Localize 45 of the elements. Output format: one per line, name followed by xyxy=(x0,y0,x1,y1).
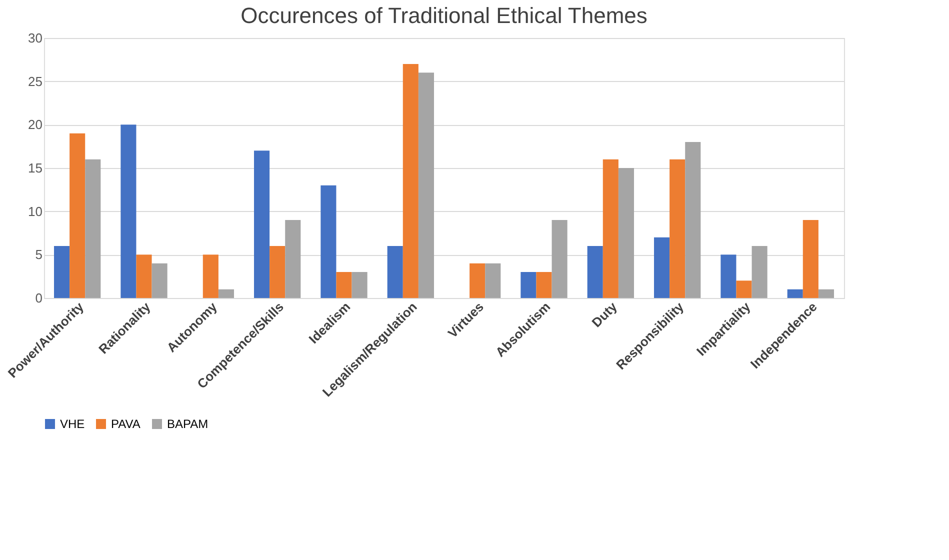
bar xyxy=(602,159,618,298)
bar xyxy=(320,185,336,298)
bar xyxy=(536,272,552,298)
bar xyxy=(654,237,670,298)
bar xyxy=(54,246,70,298)
bar xyxy=(520,272,536,298)
bar xyxy=(254,150,270,298)
bar xyxy=(85,159,101,298)
bar xyxy=(802,220,818,298)
y-tick-label: 0 xyxy=(35,290,42,306)
bar xyxy=(552,220,568,298)
bar xyxy=(485,263,501,298)
y-tick-label: 25 xyxy=(28,74,42,89)
bar xyxy=(818,289,834,298)
chart-title: Occurences of Traditional Ethical Themes xyxy=(240,3,648,28)
bar xyxy=(336,272,352,298)
y-tick-label: 20 xyxy=(28,117,42,132)
bar xyxy=(402,64,418,298)
legend-label: VHE xyxy=(60,417,85,431)
bar xyxy=(285,220,301,298)
bar xyxy=(70,133,86,298)
legend-label: PAVA xyxy=(111,417,140,431)
bar xyxy=(618,168,634,298)
bar xyxy=(670,159,686,298)
bar xyxy=(352,272,368,298)
bar xyxy=(470,263,486,298)
bar xyxy=(787,289,803,298)
bar xyxy=(152,263,168,298)
bar xyxy=(120,124,136,298)
bar xyxy=(720,254,736,298)
legend-label: BAPAM xyxy=(167,417,208,431)
bar xyxy=(736,280,752,298)
y-tick-label: 5 xyxy=(35,247,42,262)
bar xyxy=(270,246,286,298)
bar xyxy=(136,254,152,298)
y-tick-label: 10 xyxy=(28,204,42,219)
bar xyxy=(752,246,768,298)
y-tick-label: 15 xyxy=(28,160,42,176)
bar xyxy=(685,142,701,298)
bar xyxy=(218,289,234,298)
bar xyxy=(202,254,218,298)
bar xyxy=(587,246,603,298)
bar xyxy=(418,72,434,298)
bar xyxy=(387,246,403,298)
y-tick-label: 30 xyxy=(28,30,42,46)
